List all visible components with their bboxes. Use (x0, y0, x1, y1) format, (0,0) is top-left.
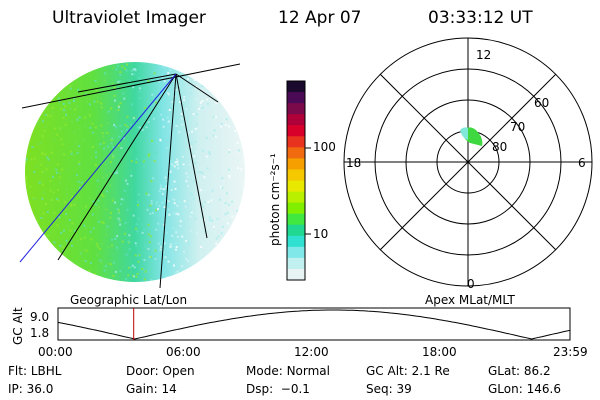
alt-x-1800: 18:00 (422, 345, 457, 359)
colorbar-unit-label: photon cm⁻²s⁻¹ (268, 153, 282, 246)
header-date: 12 Apr 07 (278, 8, 362, 28)
alt-x-0600: 06:00 (166, 345, 201, 359)
polar-lat-80: 80 (492, 140, 508, 154)
polar-label-0: 0 (467, 277, 475, 291)
colorbar-cell (287, 268, 305, 281)
status-glon: GLon: 146.6 (488, 382, 561, 396)
app-title: Ultraviolet Imager (52, 8, 206, 28)
colorbar-tick-100: 100 (313, 140, 336, 154)
status-gain: Gain: 14 (126, 382, 177, 396)
globe-fill (25, 62, 245, 282)
status-filter: Flt: LBHL (8, 364, 62, 378)
colorbar-cell (287, 257, 305, 270)
polar-auroral-patch (462, 127, 483, 146)
header-time: 03:33:12 UT (428, 8, 533, 28)
alt-x-0000: 00:00 (38, 345, 73, 359)
colorbar-cell (287, 191, 305, 204)
polar-label-18: 18 (346, 156, 362, 170)
terminator-line (19, 73, 177, 263)
colorbar-cell (287, 169, 305, 182)
colorbar-cell (287, 235, 305, 248)
colorbar-cell (287, 81, 305, 93)
altitude-curve (57, 309, 571, 340)
status-seq: Seq: 39 (366, 382, 412, 396)
polar-lat-60: 60 (534, 96, 550, 110)
colorbar-cell (287, 92, 305, 104)
left-panel-caption: Geographic Lat/Lon (70, 293, 188, 307)
colorbar-cell (287, 213, 305, 226)
polar-caption: Apex MLat/MLT (425, 293, 515, 307)
colorbar-cell (287, 125, 305, 137)
colorbar-cell (287, 114, 305, 126)
polar-label-6: 6 (578, 156, 586, 170)
colorbar-cell (287, 246, 305, 259)
colorbar-cell (287, 224, 305, 237)
alt-axis-label: GC Alt (11, 307, 25, 345)
geographic-grid-lines (21, 63, 241, 289)
polar-label-12: 12 (476, 48, 492, 62)
status-ip: IP: 36.0 (8, 382, 54, 396)
status-glat: GLat: 86.2 (488, 364, 551, 378)
colorbar-cell (287, 136, 305, 148)
status-gc-alt: GC Alt: 2.1 Re (366, 364, 450, 378)
colorbar-cell (287, 103, 305, 115)
colorbar-cell (287, 147, 305, 159)
colorbar-tick-10: 10 (313, 227, 329, 241)
polar-lat-70: 70 (510, 120, 526, 134)
alt-y-max: 9.0 (30, 310, 50, 324)
status-door: Door: Open (126, 364, 195, 378)
colorbar-cell (287, 158, 305, 171)
alt-y-min: 1.8 (30, 326, 50, 340)
status-mode: Mode: Normal (246, 364, 330, 378)
alt-x-2359: 23:59 (553, 345, 588, 359)
colorbar-cell (287, 180, 305, 193)
colorbar-cell (287, 202, 305, 215)
alt-x-1200: 12:00 (294, 345, 329, 359)
status-dsp: Dsp: −0.1 (246, 382, 310, 396)
polar-auroral-patch-edge (460, 127, 468, 140)
